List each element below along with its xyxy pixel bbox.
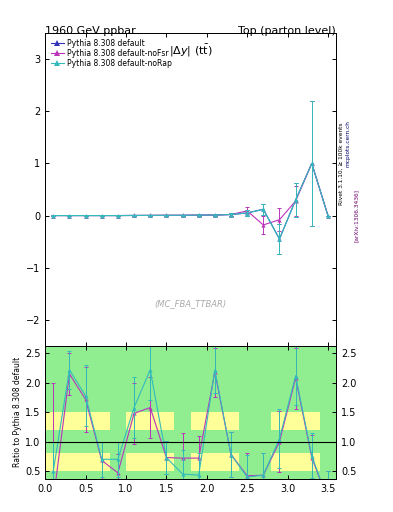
Pythia 8.308 default-noFsr	[309, 160, 314, 166]
Pythia 8.308 default-noRap	[116, 212, 120, 219]
Pythia 8.308 default-noFsr	[180, 212, 185, 218]
Pythia 8.308 default-noRap	[325, 212, 330, 219]
Pythia 8.308 default	[51, 212, 56, 219]
Text: (MC_FBA_TTBAR): (MC_FBA_TTBAR)	[154, 299, 227, 308]
Pythia 8.308 default	[213, 212, 217, 218]
Pythia 8.308 default-noFsr	[164, 212, 169, 218]
Line: Pythia 8.308 default: Pythia 8.308 default	[51, 161, 330, 241]
Pythia 8.308 default-noFsr	[51, 212, 56, 219]
Pythia 8.308 default	[164, 212, 169, 219]
Pythia 8.308 default	[325, 212, 330, 219]
Pythia 8.308 default-noFsr	[196, 212, 201, 218]
Pythia 8.308 default	[99, 212, 104, 219]
Pythia 8.308 default	[293, 197, 298, 203]
Text: 1960 GeV ppbar: 1960 GeV ppbar	[45, 26, 136, 36]
Pythia 8.308 default-noFsr	[229, 211, 233, 218]
Text: [arXiv:1306.3436]: [arXiv:1306.3436]	[354, 188, 359, 242]
Pythia 8.308 default-noFsr	[245, 208, 250, 214]
Pythia 8.308 default-noRap	[51, 212, 56, 219]
Pythia 8.308 default-noRap	[148, 212, 152, 219]
Pythia 8.308 default-noFsr	[99, 212, 104, 219]
Pythia 8.308 default	[309, 160, 314, 166]
Pythia 8.308 default	[245, 210, 250, 216]
Line: Pythia 8.308 default-noFsr: Pythia 8.308 default-noFsr	[51, 161, 330, 227]
Pythia 8.308 default-noRap	[245, 210, 250, 216]
Pythia 8.308 default-noFsr	[293, 198, 298, 204]
Pythia 8.308 default-noFsr	[132, 212, 136, 219]
Pythia 8.308 default-noRap	[67, 212, 72, 219]
Pythia 8.308 default-noRap	[213, 212, 217, 218]
Line: Pythia 8.308 default-noRap: Pythia 8.308 default-noRap	[51, 161, 330, 241]
Pythia 8.308 default	[132, 212, 136, 219]
Pythia 8.308 default-noRap	[277, 236, 282, 242]
Pythia 8.308 default-noRap	[132, 212, 136, 219]
Pythia 8.308 default-noRap	[261, 206, 266, 212]
Text: Top (parton level): Top (parton level)	[238, 26, 336, 36]
Pythia 8.308 default	[180, 212, 185, 218]
Pythia 8.308 default-noRap	[196, 212, 201, 218]
Y-axis label: Ratio to Pythia 8.308 default: Ratio to Pythia 8.308 default	[13, 357, 22, 467]
Pythia 8.308 default-noRap	[164, 212, 169, 219]
Pythia 8.308 default-noFsr	[83, 212, 88, 219]
Pythia 8.308 default-noRap	[99, 212, 104, 219]
Pythia 8.308 default-noRap	[83, 212, 88, 219]
Pythia 8.308 default-noFsr	[67, 212, 72, 219]
Pythia 8.308 default	[277, 236, 282, 242]
Pythia 8.308 default-noFsr	[277, 217, 282, 223]
Pythia 8.308 default-noFsr	[261, 222, 266, 228]
Pythia 8.308 default-noFsr	[325, 212, 330, 219]
Text: Rivet 3.1.10, ≥ 100k events: Rivet 3.1.10, ≥ 100k events	[339, 122, 344, 205]
Pythia 8.308 default-noRap	[180, 212, 185, 218]
Pythia 8.308 default-noFsr	[116, 212, 120, 219]
Legend: Pythia 8.308 default, Pythia 8.308 default-noFsr, Pythia 8.308 default-noRap: Pythia 8.308 default, Pythia 8.308 defau…	[49, 37, 174, 70]
Pythia 8.308 default-noRap	[229, 211, 233, 218]
Pythia 8.308 default-noFsr	[213, 212, 217, 218]
Pythia 8.308 default	[148, 212, 152, 219]
Text: mcplots.cern.ch: mcplots.cern.ch	[346, 120, 351, 167]
Pythia 8.308 default	[67, 212, 72, 219]
Pythia 8.308 default	[116, 212, 120, 219]
Pythia 8.308 default-noRap	[293, 197, 298, 203]
Pythia 8.308 default	[83, 212, 88, 219]
Pythia 8.308 default	[229, 211, 233, 218]
Pythia 8.308 default	[261, 206, 266, 212]
Pythia 8.308 default	[196, 212, 201, 218]
Pythia 8.308 default-noFsr	[148, 212, 152, 219]
Text: $|\Delta y|$ (t$\bar{\rm t}$): $|\Delta y|$ (t$\bar{\rm t}$)	[169, 42, 213, 59]
Pythia 8.308 default-noRap	[309, 160, 314, 166]
